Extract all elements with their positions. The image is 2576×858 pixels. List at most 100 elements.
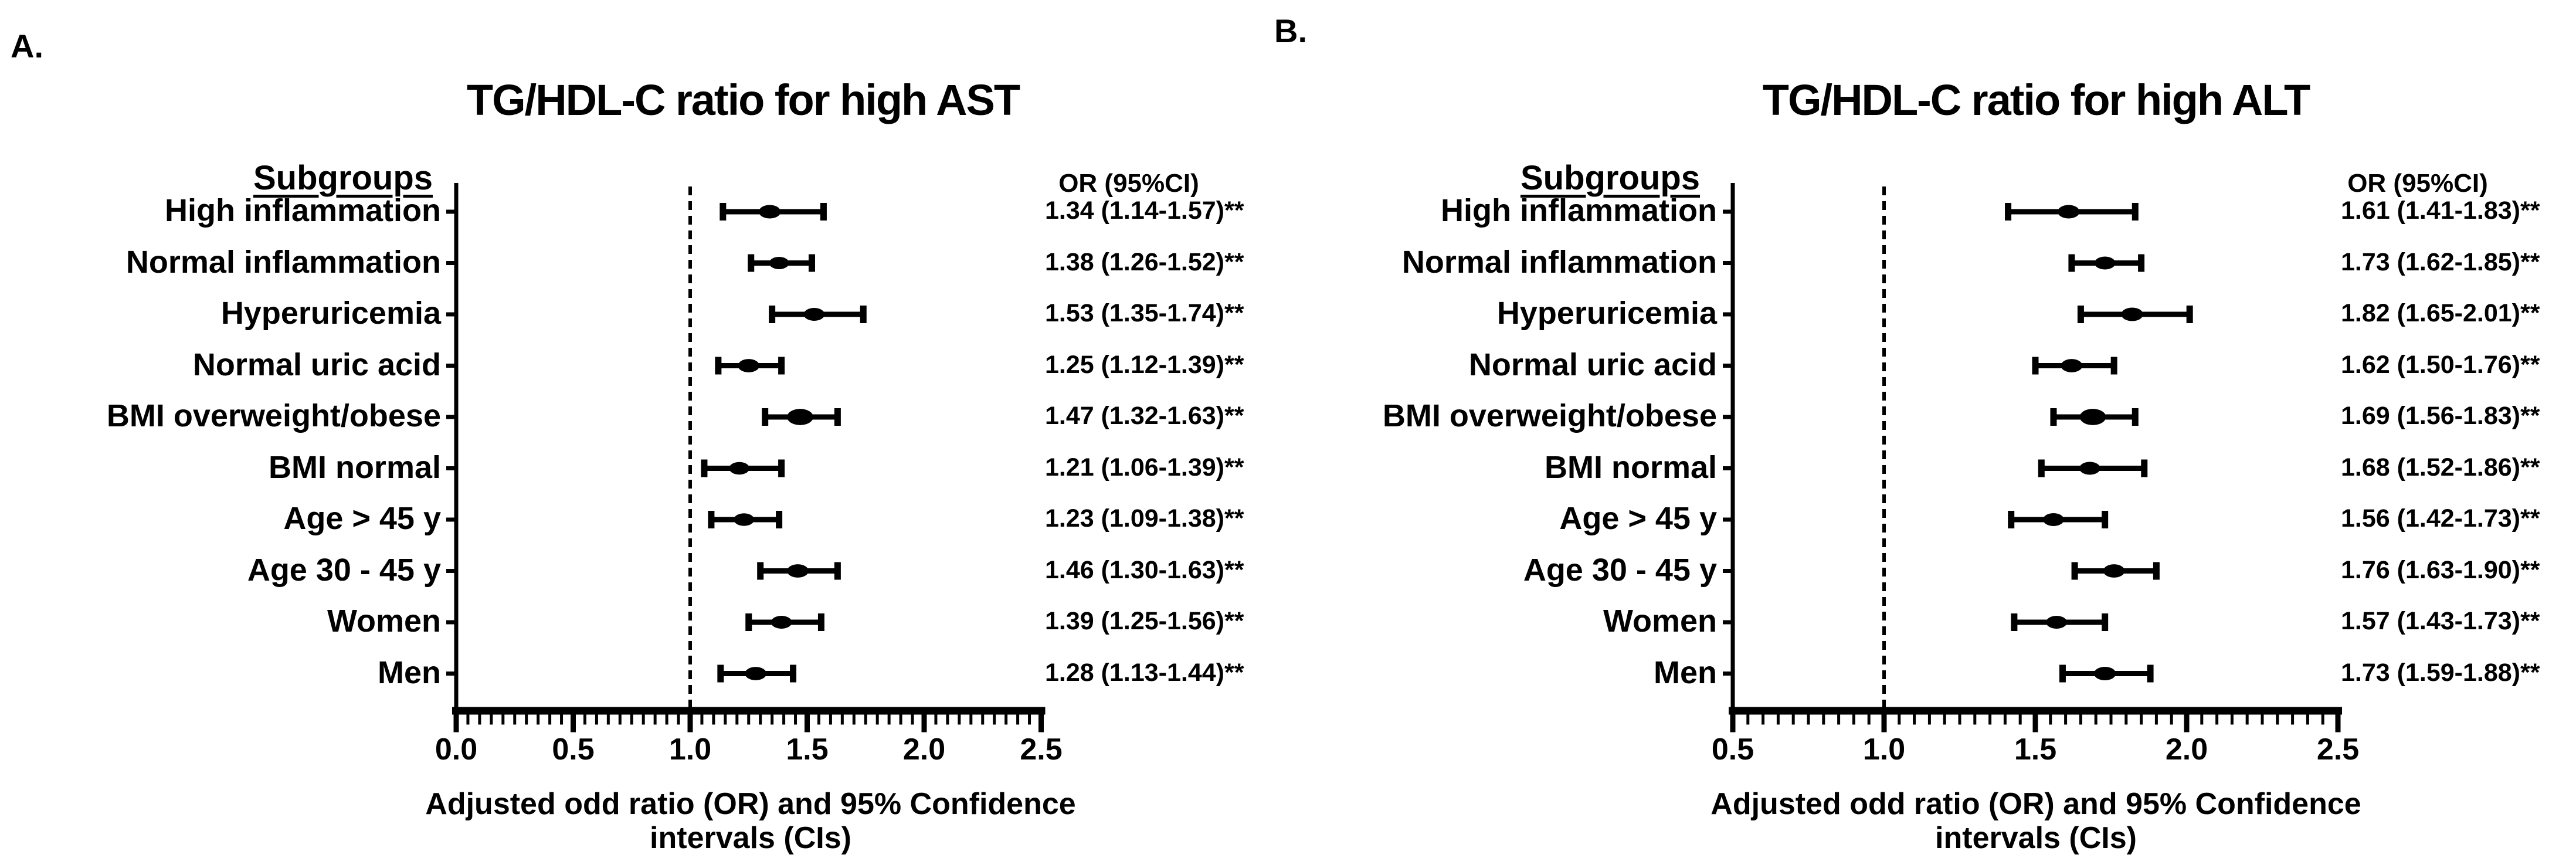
panel-a-ci-cap-high [778,459,785,477]
panel-b-minor-tick [2079,714,2082,725]
panel-a-or-value: 1.25 (1.12-1.39)** [1045,350,1244,379]
panel-b-xaxis-caption-line2: intervals (CIs) [1935,821,2137,855]
panel-b-minor-tick [2064,714,2068,725]
panel-b-ci-cap-high [2147,664,2154,683]
panel-b-minor-tick [1958,714,1961,725]
panel-b-minor-tick [2215,714,2219,725]
panel-a-x-tick-label: 0.0 [435,732,478,767]
panel-b-major-tick [1881,714,1887,732]
panel-b-minor-tick [1837,714,1841,725]
panel-b-minor-tick [1913,714,1916,725]
panel-a-or-marker [803,307,825,321]
panel-a-major-tick [921,714,927,732]
panel-b-x-tick-label: 2.0 [2165,732,2208,767]
panel-b-row-tick [1723,620,1733,625]
panel-b-row-tick [1723,312,1733,317]
panel-b-row-label: Age 30 - 45 y [1523,552,1717,588]
panel-a-xaxis-caption-line2: intervals (CIs) [650,821,851,855]
panel-b-ci-cap-low [2038,459,2045,477]
panel-a-ci-cap-high [808,254,815,272]
panel-a-minor-tick [771,714,774,725]
panel-b-or-value: 1.68 (1.52-1.86)** [2341,453,2540,481]
panel-b-or-value: 1.69 (1.56-1.83)** [2341,402,2540,430]
panel-b-minor-tick [2291,714,2295,725]
panel-b-minor-tick [1807,714,1810,725]
panel-a-row-tick [446,312,456,317]
panel-b-letter: B. [1274,12,1307,49]
panel-b-row-label: BMI overweight/obese [1382,398,1717,433]
panel-b-major-tick [2335,714,2341,732]
panel-a-minor-tick [724,714,727,725]
panel-b-ci-cap-high [2138,254,2145,272]
panel-a-or-marker [745,667,767,680]
panel-a-or-marker [771,615,792,629]
panel-b-row-tick [1723,261,1733,265]
panel-a-ci-cap-low [719,203,727,221]
panel-b-row-tick [1723,517,1733,522]
panel-b-row-label: Age > 45 y [1559,501,1717,536]
panel-b-row-tick [1723,466,1733,470]
panel-b-row-label: High inflammation [1441,193,1717,228]
panel-a-ci-cap-high [834,408,841,426]
panel-a-row-label: Women [327,603,441,639]
panel-a-or-value: 1.34 (1.14-1.57)** [1045,196,1244,225]
panel-a-xaxis-caption: Adjusted odd ratio (OR) and 95% Confiden… [425,787,1075,855]
panel-b-minor-tick [1791,714,1795,725]
panel-b-or-marker [2103,564,2125,578]
panel-b-minor-tick [1973,714,1977,725]
panel-b-major-tick [2032,714,2038,732]
panel-a-row-label: Men [378,654,441,690]
panel-a-minor-tick [875,714,879,725]
panel-b-ci-cap-high [2132,408,2139,426]
panel-b-ci-cap-low [2008,511,2015,528]
panel-a-ci-cap-high [790,664,797,683]
panel-b-minor-tick [2140,714,2143,725]
panel-a-minor-tick [864,714,867,725]
panel-b-ci-cap-low [2032,357,2039,375]
panel-b-ci-cap-low [2005,203,2012,221]
panel-b-ci-cap-low [2077,306,2084,323]
panel-b-row-tick [1723,415,1733,419]
panel-a-row-tick [446,569,456,573]
panel-b-minor-tick [1776,714,1780,725]
panel-a-row-tick [446,517,456,522]
panel-b-x-tick-label: 1.5 [2014,732,2057,767]
panel-a-minor-tick [513,714,517,725]
panel-b-x-tick-label: 2.5 [2316,732,2360,767]
panel-a-or-value: 1.46 (1.30-1.63)** [1045,555,1244,584]
panel-a-ci-cap-low [762,408,769,426]
panel-a-major-tick [571,714,576,732]
panel-a-x-tick-label: 2.5 [1020,732,1063,767]
panel-b-or-marker [2093,666,2116,681]
panel-a-minor-tick [993,714,996,725]
panel-b-x-tick-label: 0.5 [1711,732,1754,767]
panel-a-minor-tick [700,714,704,725]
panel-a-subgroups-header: Subgroups [253,159,433,197]
panel-a-row-label: Age > 45 y [283,501,441,536]
panel-a-minor-tick [782,714,786,725]
panel-b-or-value: 1.62 (1.50-1.76)** [2341,350,2540,379]
panel-a-minor-tick [735,714,739,725]
panel-a-or-marker [729,462,750,475]
panel-a-ci-cap-low [708,511,715,528]
panel-a-minor-tick [887,714,891,725]
panel-b-minor-tick [1927,714,1931,725]
panel-b-minor-tick [2261,714,2264,725]
panel-a-minor-tick [794,714,797,725]
panel-a-minor-tick [642,714,645,725]
panel-a-row-label: High inflammation [165,193,441,228]
panel-a-minor-tick [958,714,961,725]
panel-b-or-value: 1.73 (1.62-1.85)** [2341,247,2540,276]
panel-a-minor-tick [677,714,680,725]
panel-b-minor-tick [2276,714,2279,725]
panel-b-ci-cap-high [2141,459,2148,477]
panel-a-minor-tick [981,714,985,725]
panel-b-minor-tick [1762,714,1765,725]
panel-a-row-label: Age 30 - 45 y [247,552,441,588]
panel-a-x-tick-label: 0.5 [552,732,595,767]
panel-b-ci-cap-low [2071,562,2078,580]
panel-a-letter: A. [11,28,43,65]
panel-b-minor-tick [1988,714,1992,725]
panel-b-minor-tick [2154,714,2158,725]
panel-b-row-label: BMI normal [1544,449,1717,485]
